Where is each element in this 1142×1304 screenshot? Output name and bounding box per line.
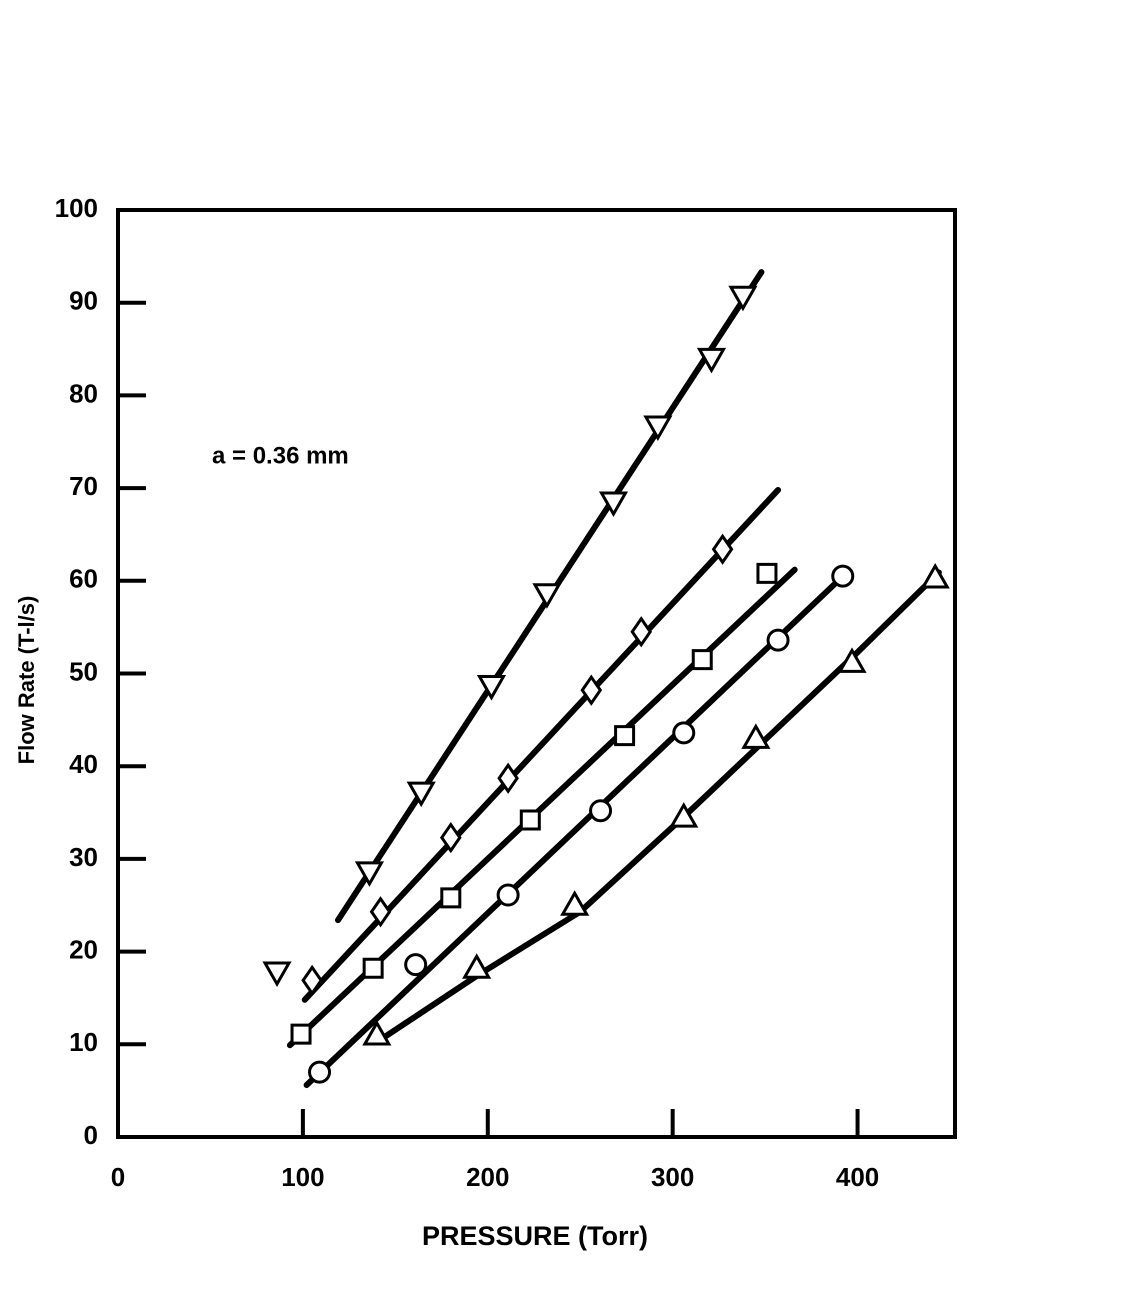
data-point xyxy=(728,285,758,312)
data-point xyxy=(496,883,520,907)
data-point xyxy=(362,1020,392,1046)
data-point xyxy=(837,647,867,673)
y-tick-label: 0 xyxy=(84,1120,98,1150)
data-point xyxy=(756,562,778,584)
y-tick-label: 20 xyxy=(69,934,98,964)
data-point xyxy=(766,628,790,652)
fit-line xyxy=(377,569,942,1043)
data-point xyxy=(630,616,653,648)
y-tick-label: 50 xyxy=(69,656,98,686)
x-axis-label: PRESSURE (Torr) xyxy=(422,1221,648,1251)
data-point xyxy=(669,802,699,828)
x-tick-label: 400 xyxy=(836,1162,879,1192)
annotation: a = 0.36 mm xyxy=(212,442,349,469)
data-point xyxy=(290,1023,312,1045)
y-tick-label: 30 xyxy=(69,842,98,872)
data-point xyxy=(643,415,673,442)
x-tick-label: 300 xyxy=(651,1162,694,1192)
data-point xyxy=(308,1060,332,1084)
data-point xyxy=(696,347,727,374)
data-point xyxy=(519,809,541,831)
data-point xyxy=(614,725,636,747)
y-tick-label: 80 xyxy=(69,378,98,408)
data-point xyxy=(406,781,436,808)
data-point xyxy=(691,649,713,671)
y-tick-label: 60 xyxy=(69,564,98,594)
data-point xyxy=(497,762,519,794)
data-point xyxy=(354,861,385,887)
data-point xyxy=(831,564,855,588)
data-point xyxy=(301,964,323,996)
x-tick-label: 0 xyxy=(111,1162,125,1192)
y-tick-label: 100 xyxy=(55,193,98,223)
y-tick-label: 90 xyxy=(69,286,98,316)
data-point xyxy=(404,953,428,977)
x-tick-label: 100 xyxy=(281,1162,324,1192)
data-point xyxy=(532,583,562,609)
data-point xyxy=(741,723,771,749)
data-point xyxy=(580,674,603,706)
data-point xyxy=(439,821,462,854)
fit-line xyxy=(303,576,843,1089)
data-point xyxy=(476,675,507,701)
data-point xyxy=(711,533,734,565)
data-point xyxy=(598,491,629,518)
data-point xyxy=(362,957,384,979)
data-point xyxy=(589,799,613,823)
y-tick-label: 40 xyxy=(69,749,98,779)
data-point xyxy=(672,721,696,745)
y-tick-label: 10 xyxy=(69,1027,98,1057)
y-tick-label: 70 xyxy=(69,471,98,501)
data-point xyxy=(440,887,462,909)
data-point xyxy=(920,562,950,589)
x-tick-label: 200 xyxy=(466,1162,509,1192)
data-point xyxy=(560,890,590,916)
data-point xyxy=(369,896,392,928)
data-point xyxy=(462,953,492,979)
y-axis-label: Flow Rate (T-l/s) xyxy=(14,596,39,765)
data-point xyxy=(262,961,292,988)
